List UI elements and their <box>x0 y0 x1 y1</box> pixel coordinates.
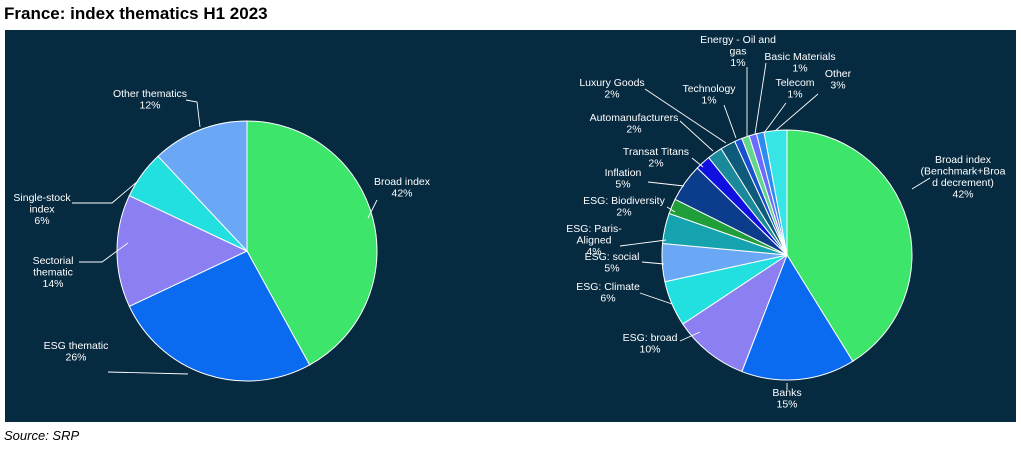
slice-label-technology: Technology 1% <box>682 83 736 107</box>
leader-line-transat-titans <box>691 157 704 168</box>
leader-line-broad-index <box>367 199 378 219</box>
slice-label-other: Other 3% <box>825 68 852 92</box>
leader-line-basic-materials <box>754 62 767 135</box>
pie-slice-other-thematics <box>157 120 248 253</box>
leader-line-broad-index-benchmark-broad-decrement <box>911 177 931 190</box>
chart-title: France: index thematics H1 2023 <box>4 4 268 23</box>
leader-line-inflation <box>647 181 685 187</box>
slice-label-broad-index-benchmark-broad-decrement: Broad index (Benchmark+Broa d decrement) 42… <box>921 154 1006 201</box>
slice-label-esg-climate: ESG: Climate 6% <box>576 281 640 305</box>
slice-label-automanufacturers: Automanufacturers 2% <box>590 112 679 136</box>
pie-chart-1: Broad index 42% ESG thematic 26% Sectorial th… <box>13 88 431 382</box>
leader-line-esg-thematic <box>107 371 189 375</box>
leader-line-single-stock-index <box>72 180 139 204</box>
leader-line-esg-social <box>641 261 665 265</box>
pie-slice-esg-thematic <box>128 250 311 382</box>
pie-slice-banks <box>741 253 854 381</box>
slice-label-sectorial-thematic: Sectorial thematic 14% <box>33 255 74 290</box>
slice-label-luxury-goods: Luxury Goods 2% <box>579 77 644 101</box>
slice-label-esg-social: ESG: social 5% <box>585 251 640 275</box>
slice-label-esg-broad: ESG: broad 10% <box>623 332 678 356</box>
leader-line-technology <box>723 104 737 139</box>
slice-label-telecom: Telecom 1% <box>775 77 814 101</box>
slice-label-single-stock-index: Single-stock index 6% <box>13 192 71 227</box>
slice-label-energy-oil-and-gas: Energy - Oil and gas 1% <box>700 34 776 69</box>
leader-line-luxury-goods <box>644 88 727 144</box>
slice-label-esg-thematic: ESG thematic 26% <box>44 340 109 364</box>
slice-label-other-thematics: Other thematics 12% <box>113 88 187 112</box>
leader-line-esg-climate <box>639 292 673 305</box>
pie-slice-broad-index <box>246 120 378 366</box>
slice-label-inflation: Inflation 5% <box>605 167 642 191</box>
leader-line-other <box>774 93 819 132</box>
slice-label-esg-biodiversity: ESG: Biodiversity 2% <box>583 195 665 219</box>
leader-line-esg-paris-aligned <box>619 239 667 247</box>
slice-label-banks: Banks 15% <box>772 387 801 411</box>
leader-line-automanufacturers <box>679 120 714 152</box>
source-note: Source: SRP <box>4 428 80 443</box>
pie-slice-broad-index-benchmark-broad-decrement <box>786 129 913 362</box>
pie-chart-2: Broad index (Benchmark+Broa d decrement) 42… <box>566 34 1005 411</box>
pie-slice-esg-broad <box>682 253 789 373</box>
slice-label-transat-titans: Transat Titans 2% <box>623 146 689 170</box>
leader-line-telecom <box>763 102 787 134</box>
leader-line-sectorial-thematic <box>79 242 129 263</box>
leader-line-esg-broad <box>679 331 701 342</box>
slice-label-broad-index: Broad index 42% <box>374 176 431 200</box>
slice-label-esg-paris-aligned: ESG: Paris-Aligned 4% <box>566 223 622 258</box>
leader-line-esg-biodiversity <box>666 206 676 213</box>
slice-label-basic-materials: Basic Materials 1% <box>764 51 835 75</box>
leader-line-other-thematics <box>185 99 201 128</box>
